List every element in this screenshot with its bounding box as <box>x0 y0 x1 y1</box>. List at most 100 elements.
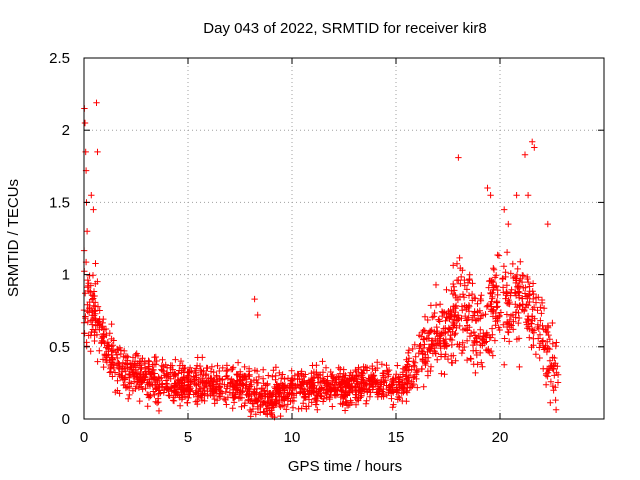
data-point <box>93 99 100 106</box>
data-point <box>470 361 477 368</box>
data-point <box>81 119 89 127</box>
data-point <box>234 359 242 366</box>
data-point <box>87 317 95 324</box>
data-point <box>489 352 496 359</box>
data-point <box>393 388 400 395</box>
x-tick-label: 5 <box>184 429 192 446</box>
data-point <box>444 328 452 335</box>
data-point <box>524 315 531 323</box>
data-point <box>123 361 131 368</box>
data-point <box>222 388 229 396</box>
data-point <box>192 369 199 376</box>
data-point <box>463 356 471 364</box>
data-point <box>134 352 142 360</box>
data-point <box>515 314 523 322</box>
data-point <box>532 294 540 301</box>
data-point <box>133 383 140 390</box>
data-point <box>554 379 562 386</box>
data-point <box>463 317 470 324</box>
data-point <box>487 192 494 199</box>
data-point <box>163 385 171 393</box>
data-point <box>91 337 98 345</box>
data-point <box>352 401 360 408</box>
data-point <box>479 312 487 319</box>
data-point <box>374 359 381 366</box>
data-point <box>82 290 89 297</box>
data-point <box>216 367 223 375</box>
data-point <box>353 387 360 394</box>
data-point <box>229 405 236 412</box>
data-point <box>423 335 431 343</box>
data-point <box>265 372 272 379</box>
data-point <box>542 381 550 388</box>
data-point <box>474 300 481 307</box>
data-point <box>477 326 484 333</box>
data-point <box>329 377 336 384</box>
data-point <box>172 380 179 388</box>
data-point <box>490 265 497 272</box>
data-point <box>257 409 264 416</box>
data-point <box>175 377 182 384</box>
data-point <box>241 399 249 407</box>
data-point <box>526 298 533 306</box>
data-point <box>452 294 460 302</box>
data-point <box>441 309 448 316</box>
data-point <box>472 347 480 354</box>
data-point <box>136 362 143 369</box>
data-point <box>473 351 480 359</box>
data-point <box>273 393 280 400</box>
data-point <box>503 311 511 318</box>
data-point <box>155 407 163 415</box>
data-point <box>239 382 247 389</box>
data-point <box>531 144 538 151</box>
data-point <box>463 303 470 311</box>
data-point <box>442 317 449 325</box>
data-point <box>129 354 137 361</box>
data-point <box>432 301 440 309</box>
data-point <box>493 299 500 306</box>
data-point <box>313 369 320 376</box>
data-point <box>453 260 461 267</box>
data-point <box>410 358 417 365</box>
data-point <box>536 354 543 362</box>
data-point <box>264 380 271 387</box>
data-point <box>473 317 480 324</box>
data-point <box>455 315 462 322</box>
data-point <box>552 342 559 350</box>
data-point <box>207 368 215 375</box>
y-tick-label: 1 <box>62 267 70 284</box>
data-point <box>383 367 391 374</box>
data-point <box>403 356 410 363</box>
data-point <box>129 387 137 394</box>
data-point <box>130 378 138 385</box>
data-point <box>495 313 503 320</box>
data-point <box>112 388 119 396</box>
data-point <box>176 362 184 369</box>
data-point <box>380 378 387 385</box>
data-point <box>445 310 453 317</box>
data-point <box>92 260 99 267</box>
data-point <box>464 316 471 323</box>
data-point <box>223 367 230 375</box>
data-point <box>378 361 386 368</box>
data-point <box>549 319 556 327</box>
data-point <box>181 364 189 372</box>
data-point <box>366 386 373 393</box>
data-point <box>427 363 435 370</box>
data-point <box>488 325 496 332</box>
data-point <box>549 382 557 390</box>
data-point <box>281 375 288 383</box>
data-point <box>420 327 427 334</box>
data-point <box>265 402 273 409</box>
data-point <box>444 355 452 363</box>
data-point <box>247 397 254 405</box>
chart-title: Day 043 of 2022, SRMTID for receiver kir… <box>203 20 486 37</box>
y-tick-label: 0 <box>62 411 70 428</box>
data-point <box>94 148 101 156</box>
data-point <box>172 388 179 395</box>
data-point <box>517 258 524 265</box>
data-point <box>461 282 468 289</box>
data-point <box>511 273 519 281</box>
data-point <box>536 344 543 351</box>
data-point <box>155 373 162 381</box>
